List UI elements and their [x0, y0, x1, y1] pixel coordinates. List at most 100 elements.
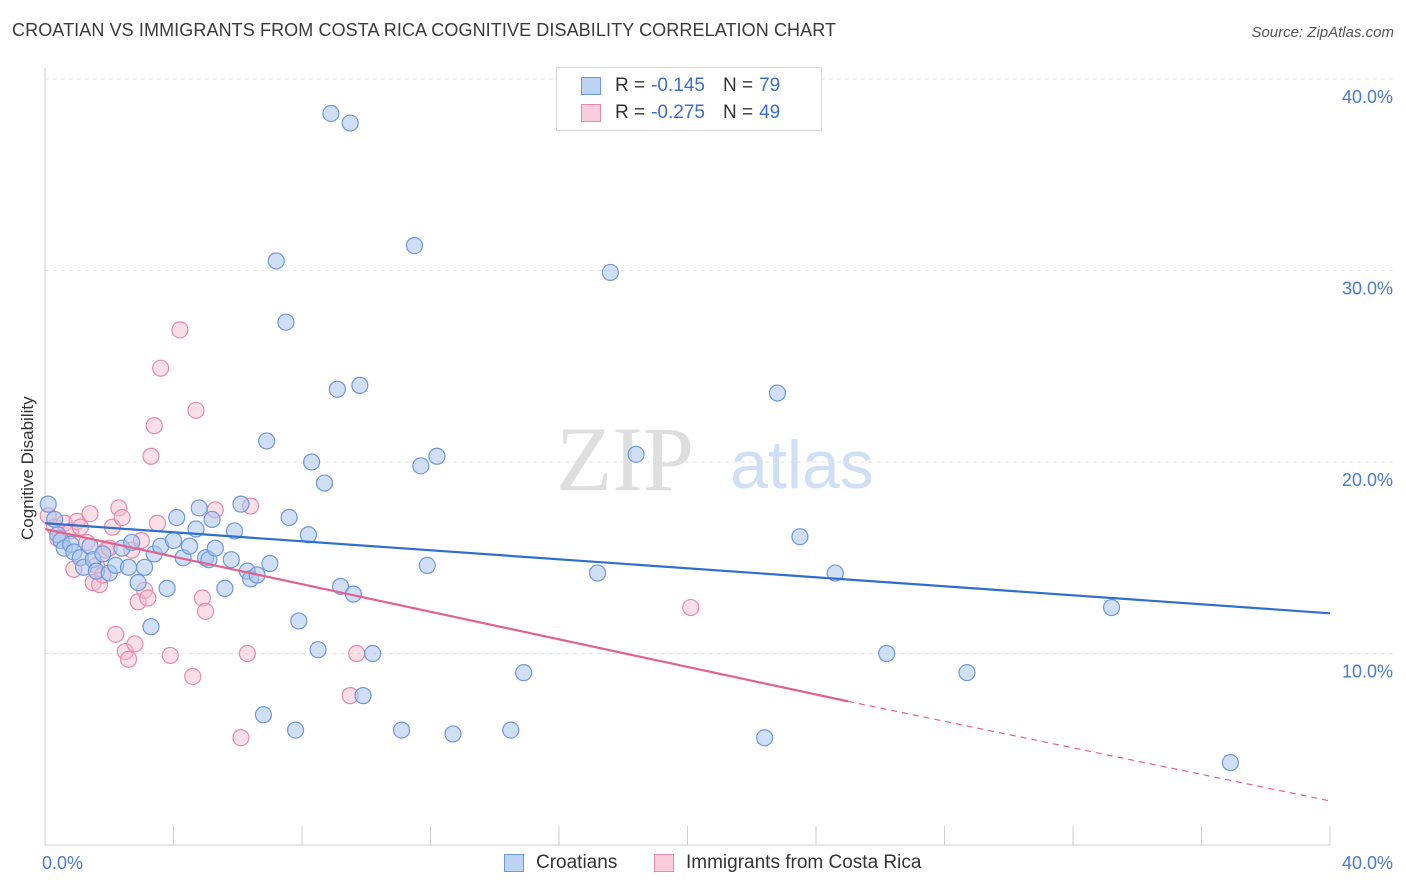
croatian-point [351, 376, 369, 394]
croatian-point [190, 499, 208, 517]
tick-labels: 10.0% 20.0% 30.0% 40.0% 0.0% 40.0% [42, 87, 1393, 873]
croatian-point [277, 313, 295, 331]
legend-label-croatians: Croatians [536, 852, 618, 873]
croatian-point [254, 706, 273, 724]
costa-rica-trend-extension [848, 700, 1331, 802]
costa-rica-point [139, 589, 157, 607]
legend-swatch-blue [581, 77, 601, 95]
costa-rica-point [126, 635, 144, 653]
series-croatians-points [39, 104, 1240, 772]
croatian-point [267, 252, 285, 270]
legend-item-costa-rica: Immigrants from Costa Rica [654, 852, 921, 874]
croatian-point [768, 384, 787, 402]
watermark-atlas: atlas [730, 427, 874, 503]
n-value: 49 [759, 102, 781, 123]
croatian-point [129, 574, 147, 592]
source-label: Source: ZipAtlas.com [1251, 24, 1394, 41]
croatian-point [315, 474, 334, 492]
croatian-point [303, 453, 321, 471]
croatian-point [232, 495, 250, 513]
costa-rica-point [113, 508, 131, 527]
trend-lines [44, 522, 1331, 802]
croatian-point [168, 508, 186, 527]
croatian-point [203, 510, 221, 529]
costa-rica-point [81, 505, 99, 523]
y-tick-label: 10.0% [1342, 662, 1393, 682]
croatian-point [826, 564, 844, 582]
croatian-point [206, 539, 224, 557]
croatian-point [627, 445, 645, 463]
croatian-point [418, 556, 436, 575]
croatian-point [354, 687, 372, 705]
croatian-point [392, 721, 411, 739]
costa-rica-point [187, 401, 205, 419]
y-tick-label: 40.0% [1342, 87, 1393, 107]
costa-rica-point [110, 499, 128, 517]
croatian-point [94, 545, 112, 563]
r-value: -0.275 [651, 102, 705, 123]
costa-rica-point [232, 729, 250, 747]
costa-rica-point [107, 625, 125, 643]
r-label: R = [615, 102, 646, 123]
croatian-point [601, 263, 620, 282]
axes [44, 68, 1331, 846]
legend-row-costa-rica: R = -0.275 N = 49 [581, 100, 780, 126]
chart-title: CROATIAN VS IMMIGRANTS FROM COSTA RICA C… [12, 20, 837, 40]
croatian-point [588, 564, 607, 582]
legend-swatch-pink [581, 104, 601, 122]
croatian-point [261, 554, 279, 573]
costa-rica-point [142, 447, 160, 465]
costa-rica-point [161, 646, 179, 665]
croatian-point [878, 644, 896, 663]
costa-rica-point [148, 514, 167, 532]
y-tick-label: 30.0% [1342, 279, 1393, 299]
n-value: 79 [759, 75, 781, 96]
series-legend: Croatians Immigrants from Costa Rica [0, 852, 1406, 878]
croatian-point [258, 432, 276, 450]
croatian-point [280, 508, 298, 527]
x-tick-label: 40.0% [1342, 853, 1393, 873]
costa-rica-point [184, 667, 202, 686]
costa-rica-point [193, 589, 212, 607]
croatian-point [309, 641, 327, 659]
legend-item-croatians: Croatians [504, 852, 617, 874]
croatian-point [428, 447, 446, 465]
croatian-point [958, 664, 976, 682]
costa-rica-point [119, 650, 138, 668]
n-label: N = [722, 102, 754, 123]
croatian-point [755, 729, 774, 747]
costa-rica-point [238, 644, 256, 663]
legend-swatch-blue [504, 854, 524, 872]
croatian-point [341, 114, 359, 132]
croatian-point [791, 528, 809, 546]
croatian-point [39, 495, 57, 513]
costa-rica-point [145, 417, 163, 435]
croatian-point [364, 644, 382, 663]
y-tick-label: 20.0% [1342, 470, 1393, 490]
croatian-point [119, 558, 138, 576]
r-label: R = [615, 75, 646, 96]
croatian-point [164, 531, 183, 550]
croatians-trend-line [44, 522, 1331, 615]
croatian-point [322, 104, 340, 123]
correlation-legend: R = -0.145 N = 79 R = -0.275 N = 49 [556, 67, 822, 131]
legend-row-croatians: R = -0.145 N = 79 [581, 73, 780, 99]
croatian-point [1221, 754, 1240, 772]
r-value: -0.145 [651, 75, 705, 96]
croatian-point [135, 558, 154, 576]
n-label: N = [722, 75, 754, 96]
x-tick-label: 0.0% [42, 853, 83, 873]
costa-rica-point [171, 321, 189, 339]
croatian-point [222, 551, 240, 569]
costa-rica-point [682, 598, 700, 617]
croatian-point [412, 457, 430, 475]
costa-rica-trend-line [44, 527, 849, 703]
watermark-zip: ZIP [556, 408, 694, 510]
costa-rica-point [152, 359, 170, 377]
legend-label-costa-rica: Immigrants from Costa Rica [686, 852, 922, 873]
croatian-point [216, 579, 234, 597]
croatian-point [1102, 598, 1121, 617]
watermark: ZIP atlas [556, 408, 874, 510]
legend-swatch-pink [654, 854, 674, 872]
